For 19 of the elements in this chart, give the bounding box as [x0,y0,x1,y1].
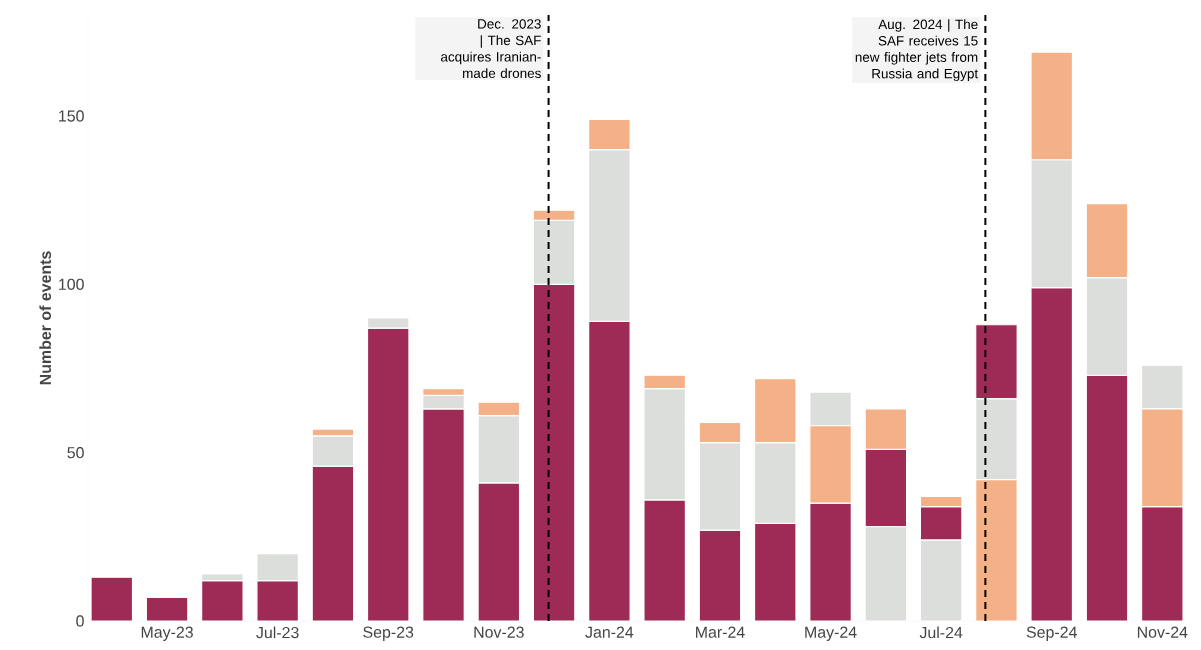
annotation: Dec. 2023 | The SAF acquires Iranian-made drones [441,19,541,79]
y-tick-label: 50 [67,447,84,459]
y-tick-label: 150 [59,110,84,122]
x-tick-label: May-24 [805,626,857,641]
x-tick-label: May-23 [141,626,193,641]
x-tick-label: Jul-23 [256,626,299,639]
bar [145,596,189,622]
x-tick-label: Jul-24 [919,626,963,639]
y-tick-label: 0 [76,615,84,627]
x-tick-label: Nov-24 [1137,626,1188,638]
y-axis-title: Number of events [39,251,52,385]
x-tick-label: Nov-23 [474,626,524,638]
bar [90,576,134,622]
x-tick-label: Sep-23 [363,626,414,641]
y-tick-label: 100 [59,278,84,290]
x-tick-label: Jan-24 [585,626,634,638]
x-tick-label: Mar-24 [696,626,745,638]
x-tick-label: Sep-24 [1026,626,1077,641]
annotation: Aug. 2024 | The SAF receives 15 new fighter jets from Russia and Egypt [855,19,979,82]
